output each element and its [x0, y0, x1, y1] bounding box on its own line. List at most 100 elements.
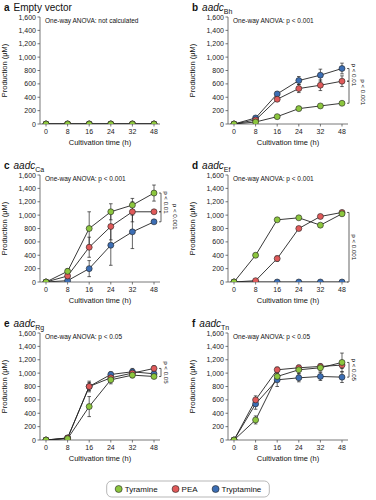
marker: [296, 375, 302, 381]
marker: [65, 121, 71, 124]
marker: [274, 367, 280, 373]
y-tick: [38, 215, 41, 216]
marker: [274, 279, 280, 282]
plot-area: [43, 365, 157, 440]
marker: [317, 365, 323, 371]
marker: [339, 65, 345, 71]
title-subscript: Bh: [224, 8, 233, 15]
x-tick-label: 48: [150, 286, 158, 293]
y-tick: [38, 282, 41, 283]
y-tick-label: 400: [212, 410, 224, 417]
marker: [231, 279, 237, 282]
y-tick-label: 1,400: [18, 185, 36, 192]
marker: [296, 226, 302, 232]
marker: [65, 436, 71, 440]
x-tick-label: 8: [66, 128, 70, 135]
error-cap: [340, 371, 344, 372]
x-axis-label: Cultivation time (h): [69, 138, 132, 147]
error-cap: [109, 203, 113, 204]
marker: [231, 121, 237, 124]
y-tick-label: 800: [24, 67, 36, 74]
x-tick-label: 0: [44, 128, 48, 135]
y-tick-label: 1,200: [18, 198, 36, 205]
title-subscript: Rg: [35, 324, 44, 332]
marker: [86, 266, 92, 272]
y-tick: [38, 440, 41, 441]
y-tick: [38, 333, 41, 334]
marker: [317, 213, 323, 219]
y-tick: [226, 110, 229, 111]
marker: [129, 372, 135, 378]
x-tick: [110, 440, 111, 443]
p-value: p < 0.05: [163, 361, 170, 384]
y-tick-label: 200: [24, 107, 36, 114]
series-line: [234, 68, 342, 124]
y-tick: [38, 43, 41, 44]
x-tick: [46, 440, 47, 443]
x-axis-label: Cultivation time (h): [257, 296, 320, 305]
marker: [274, 256, 280, 262]
x-tick: [320, 124, 321, 127]
x-tick: [110, 282, 111, 285]
y-tick: [226, 97, 229, 98]
x-tick-label: 48: [150, 128, 158, 135]
plot-area: [231, 209, 345, 282]
y-tick: [226, 373, 229, 374]
marker: [274, 373, 280, 379]
marker: [317, 222, 323, 228]
anova-text: One-way ANOVA: not calculated: [45, 17, 139, 25]
marker: [296, 367, 302, 373]
y-tick-label: 0: [32, 437, 36, 444]
marker: [151, 219, 157, 225]
y-axis-label: Production (μM): [188, 359, 197, 413]
y-tick: [226, 440, 229, 441]
y-tick: [38, 124, 41, 125]
marker: [317, 373, 323, 379]
y-tick: [38, 97, 41, 98]
bracket: [347, 81, 349, 103]
x-tick-label: 32: [129, 444, 137, 451]
y-tick-label: 600: [212, 238, 224, 245]
marker: [108, 209, 114, 215]
marker: [274, 114, 280, 120]
y-tick-label: 1,600: [206, 172, 224, 179]
x-tick-label: 32: [129, 286, 137, 293]
figure: aEmpty vector02004006008001,0001,2001,40…: [0, 0, 376, 500]
y-tick-label: 1,400: [18, 27, 36, 34]
x-tick-label: 8: [254, 444, 258, 451]
y-tick: [38, 241, 41, 242]
anova-text: One-way ANOVA: p < 0.001: [233, 17, 314, 25]
marker: [151, 121, 157, 124]
marker: [65, 435, 71, 440]
y-tick: [226, 346, 229, 347]
bracket: [347, 362, 349, 377]
y-tick-label: 1,600: [18, 172, 36, 179]
legend-marker: [172, 486, 179, 493]
y-tick: [226, 241, 229, 242]
bracket: [347, 68, 349, 81]
error-cap: [87, 381, 91, 382]
marker: [339, 374, 345, 380]
error-cap: [319, 81, 323, 82]
y-tick: [226, 175, 229, 176]
error-cap: [340, 75, 344, 76]
error-cap: [340, 63, 344, 64]
y-tick-label: 200: [24, 423, 36, 430]
y-tick: [38, 386, 41, 387]
marker: [129, 229, 135, 235]
y-tick-label: 600: [24, 80, 36, 87]
x-tick-label: 48: [338, 286, 346, 293]
x-tick-label: 24: [107, 128, 115, 135]
x-tick: [234, 282, 235, 285]
y-tick: [226, 399, 229, 400]
x-tick-label: 32: [317, 286, 325, 293]
error-cap: [297, 381, 301, 382]
panel: faadcTn02004006008001,0001,2001,4001,600…: [188, 318, 358, 463]
x-tick-label: 48: [150, 444, 158, 451]
y-tick: [226, 201, 229, 202]
marker: [86, 384, 92, 390]
x-tick: [320, 440, 321, 443]
error-cap: [340, 382, 344, 383]
marker: [231, 121, 237, 124]
x-tick: [89, 440, 90, 443]
